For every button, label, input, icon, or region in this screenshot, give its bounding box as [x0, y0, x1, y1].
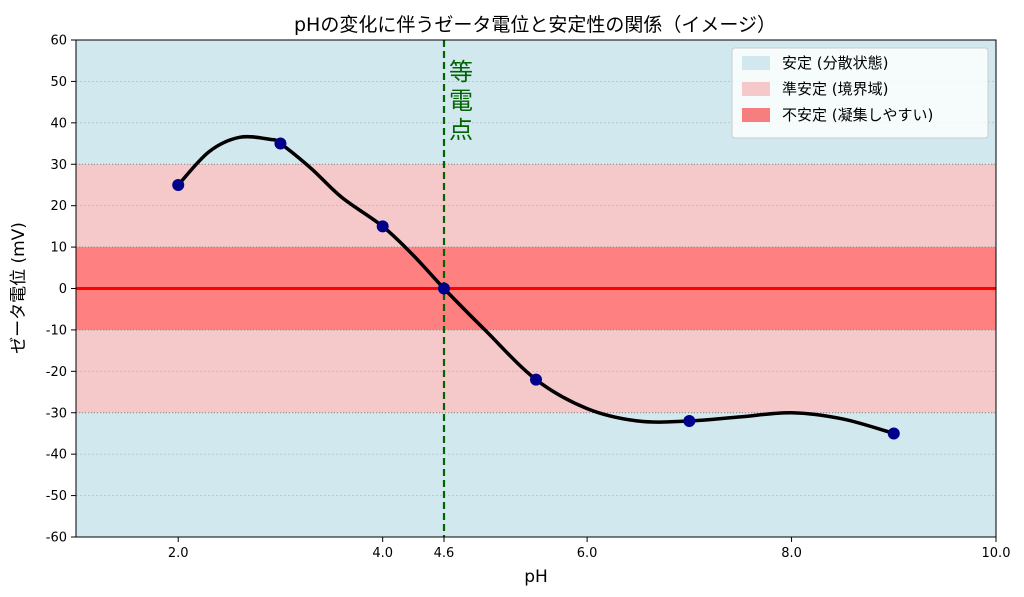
band-stable-1 — [76, 412, 996, 537]
data-point — [887, 427, 900, 440]
x-tick-label: 2.0 — [168, 546, 189, 561]
x-axis-title: pH — [524, 567, 548, 587]
y-tick-label: 10 — [50, 241, 67, 256]
y-tick-label: -40 — [46, 448, 67, 463]
data-point — [683, 415, 696, 428]
y-tick-label: -20 — [46, 365, 67, 380]
x-tick-label: 4.0 — [372, 546, 393, 561]
legend-swatch — [742, 56, 770, 70]
plot-area: 等電点 — [76, 39, 996, 538]
y-tick-label: 50 — [50, 75, 67, 90]
x-tick-label: 6.0 — [577, 546, 598, 561]
x-tick-label: 4.6 — [434, 546, 455, 561]
y-tick-label: -30 — [46, 406, 67, 421]
y-tick-label: 60 — [50, 34, 67, 49]
axis-ticks: 2.0 4.0 4.6 6.0 8.0 10.0 60 50 40 30 20 10 0 -10 -20 -3… — [46, 34, 1011, 562]
y-tick-label: 30 — [50, 158, 67, 173]
isoelectric-label-char: 点 — [449, 116, 473, 144]
y-tick-label: 40 — [50, 116, 67, 131]
y-tick-label: 20 — [50, 199, 67, 214]
legend: 安定 (分散状態) 準安定 (境界域) 不安定 (凝集しやすい) — [731, 47, 989, 139]
isoelectric-label-char: 電 — [449, 87, 473, 115]
isoelectric-label-char: 等 — [449, 58, 473, 86]
data-point — [274, 137, 287, 150]
y-tick-label: -10 — [46, 323, 67, 338]
data-point — [438, 282, 450, 295]
data-point — [530, 373, 542, 386]
legend-frame — [731, 47, 989, 139]
y-tick-label: -60 — [46, 531, 67, 546]
data-point — [172, 178, 185, 191]
y-tick-label: -50 — [46, 489, 67, 504]
y-axis-title: ゼータ電位 (mV) — [9, 222, 29, 354]
legend-swatch — [742, 108, 770, 122]
legend-entry-label: 不安定 (凝集しやすい) — [782, 106, 933, 124]
data-point — [376, 220, 389, 233]
x-tick-label: 8.0 — [781, 546, 802, 561]
chart-title: pHの変化に伴うゼータ電位と安定性の関係（イメージ） — [294, 14, 776, 36]
legend-entry-label: 準安定 (境界域) — [782, 80, 888, 98]
legend-swatch — [742, 82, 770, 96]
y-tick-label: 0 — [59, 282, 67, 297]
x-tick-label: 10.0 — [982, 546, 1011, 561]
legend-entry-label: 安定 (分散状態) — [782, 54, 888, 72]
